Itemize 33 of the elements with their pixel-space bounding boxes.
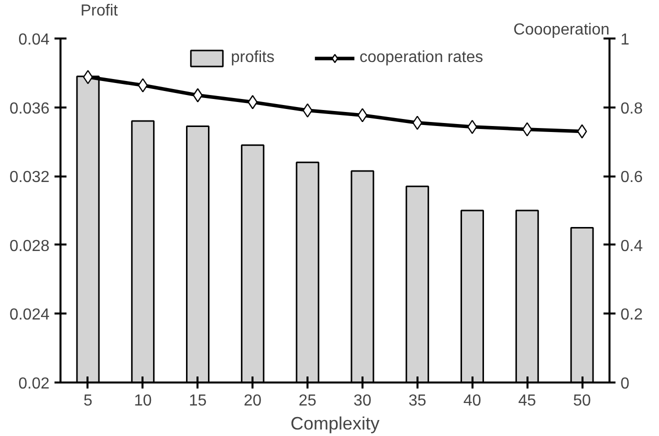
point bbox=[412, 116, 422, 130]
x-tick-label: 5 bbox=[84, 392, 92, 410]
point bbox=[522, 122, 532, 136]
x-tick-label: 35 bbox=[408, 392, 426, 410]
y-tick-label: 0.02 bbox=[18, 376, 50, 392]
y2-tick-label: 0.2 bbox=[620, 306, 643, 324]
x-axis-title: Complexity bbox=[290, 414, 380, 434]
y-tick-label: 0.032 bbox=[9, 169, 50, 186]
y-tick-label: 0.024 bbox=[9, 306, 50, 324]
x-tick-label: 15 bbox=[188, 392, 207, 410]
y-tick-label: 0.028 bbox=[9, 238, 50, 255]
x-tick-label: 10 bbox=[134, 392, 152, 410]
x-tick-label: 20 bbox=[244, 392, 262, 410]
point bbox=[248, 95, 258, 110]
x-tick-label: 50 bbox=[573, 392, 592, 410]
y2-tick-label: 0.4 bbox=[620, 238, 643, 255]
x-tick-label: 25 bbox=[298, 392, 317, 410]
y-tick-label: 0.04 bbox=[18, 32, 50, 48]
legend-label: profits bbox=[230, 49, 274, 67]
y2-tick-label: 0.6 bbox=[620, 169, 643, 186]
x-tick-label: 30 bbox=[354, 392, 372, 410]
legend-label: cooperation rates bbox=[359, 49, 484, 67]
y-axis-title: Profit bbox=[80, 2, 118, 20]
y2-axis-title: Coooperation bbox=[513, 22, 610, 38]
point bbox=[192, 88, 203, 102]
point bbox=[467, 120, 478, 134]
x-tick-label: 40 bbox=[463, 392, 482, 410]
y-tick-label: 0.036 bbox=[9, 100, 50, 118]
x-tick-label: 45 bbox=[518, 392, 536, 410]
point bbox=[138, 78, 148, 92]
y2-tick-label: 0 bbox=[620, 376, 630, 392]
y2-tick-label: 1 bbox=[620, 32, 630, 48]
y2-tick-label: 0.8 bbox=[620, 100, 643, 118]
